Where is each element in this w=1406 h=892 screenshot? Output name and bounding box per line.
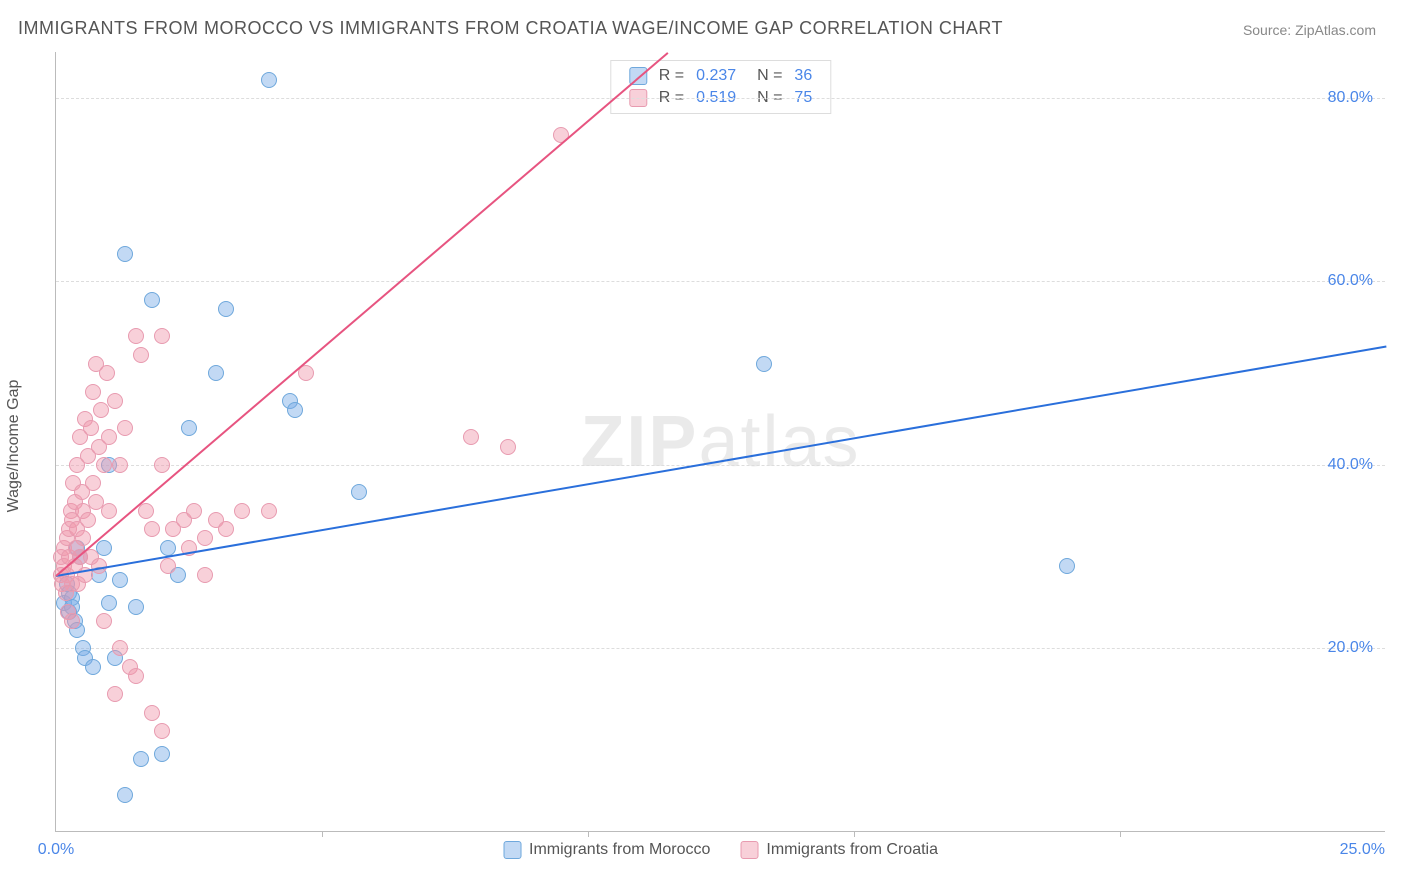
- legend-swatch: [503, 841, 521, 859]
- scatter-point-croatia: [133, 347, 149, 363]
- scatter-point-morocco: [218, 301, 234, 317]
- x-tick-mark: [322, 831, 323, 837]
- scatter-point-croatia: [160, 558, 176, 574]
- scatter-point-morocco: [117, 787, 133, 803]
- scatter-point-croatia: [112, 640, 128, 656]
- x-tick-last: 25.0%: [1340, 841, 1385, 859]
- scatter-point-croatia: [107, 393, 123, 409]
- scatter-point-croatia: [96, 613, 112, 629]
- series-legend: Immigrants from Morocco Immigrants from C…: [503, 841, 938, 859]
- scatter-point-croatia: [85, 384, 101, 400]
- scatter-point-croatia: [138, 503, 154, 519]
- scatter-point-croatia: [107, 686, 123, 702]
- scatter-point-croatia: [500, 439, 516, 455]
- correlation-legend: R =0.237 N =36R =0.519 N =75: [610, 60, 831, 114]
- scatter-point-morocco: [351, 484, 367, 500]
- scatter-point-croatia: [64, 613, 80, 629]
- legend-n-label: N =: [742, 65, 788, 87]
- scatter-point-croatia: [101, 429, 117, 445]
- y-axis-label: Wage/Income Gap: [5, 380, 23, 513]
- scatter-point-croatia: [144, 705, 160, 721]
- scatter-point-croatia: [128, 328, 144, 344]
- scatter-point-croatia: [234, 503, 250, 519]
- scatter-point-croatia: [186, 503, 202, 519]
- scatter-point-croatia: [154, 457, 170, 473]
- chart-title: IMMIGRANTS FROM MOROCCO VS IMMIGRANTS FR…: [18, 18, 1003, 39]
- scatter-point-morocco: [181, 420, 197, 436]
- scatter-point-croatia: [144, 521, 160, 537]
- scatter-point-croatia: [83, 420, 99, 436]
- y-tick-label: 20.0%: [1328, 639, 1373, 657]
- legend-swatch: [740, 841, 758, 859]
- legend-r-value: 0.237: [690, 65, 742, 87]
- plot-area: ZIPatlas R =0.237 N =36R =0.519 N =75 Im…: [55, 52, 1385, 832]
- scatter-point-croatia: [463, 429, 479, 445]
- scatter-point-croatia: [75, 530, 91, 546]
- scatter-point-morocco: [133, 751, 149, 767]
- scatter-point-morocco: [160, 540, 176, 556]
- scatter-point-croatia: [99, 365, 115, 381]
- scatter-point-croatia: [112, 457, 128, 473]
- scatter-point-morocco: [101, 595, 117, 611]
- scatter-point-morocco: [96, 540, 112, 556]
- scatter-point-morocco: [1059, 558, 1075, 574]
- legend-n-value: 36: [788, 65, 818, 87]
- scatter-point-morocco: [287, 402, 303, 418]
- x-tick-mark: [1120, 831, 1121, 837]
- scatter-point-morocco: [144, 292, 160, 308]
- scatter-point-croatia: [96, 457, 112, 473]
- scatter-point-croatia: [85, 475, 101, 491]
- scatter-point-morocco: [112, 572, 128, 588]
- y-tick-label: 40.0%: [1328, 456, 1373, 474]
- scatter-point-croatia: [197, 567, 213, 583]
- scatter-point-croatia: [261, 503, 277, 519]
- x-tick-mark: [854, 831, 855, 837]
- scatter-point-croatia: [101, 503, 117, 519]
- scatter-point-croatia: [128, 668, 144, 684]
- gridline-horizontal: [56, 465, 1385, 466]
- scatter-point-croatia: [80, 512, 96, 528]
- legend-r-label: R =: [653, 65, 690, 87]
- gridline-horizontal: [56, 648, 1385, 649]
- scatter-point-morocco: [208, 365, 224, 381]
- legend-series-label: Immigrants from Morocco: [529, 841, 710, 858]
- scatter-point-croatia: [154, 723, 170, 739]
- source-attribution: Source: ZipAtlas.com: [1243, 22, 1376, 38]
- y-tick-label: 60.0%: [1328, 272, 1373, 290]
- x-tick-first: 0.0%: [38, 841, 74, 859]
- scatter-point-croatia: [197, 530, 213, 546]
- x-tick-mark: [588, 831, 589, 837]
- scatter-point-morocco: [128, 599, 144, 615]
- legend-row: R =0.237 N =36: [623, 65, 818, 87]
- legend-series-label: Immigrants from Croatia: [766, 841, 938, 858]
- scatter-point-croatia: [117, 420, 133, 436]
- gridline-horizontal: [56, 281, 1385, 282]
- scatter-point-croatia: [154, 328, 170, 344]
- scatter-point-morocco: [756, 356, 772, 372]
- scatter-point-morocco: [85, 659, 101, 675]
- scatter-point-morocco: [261, 72, 277, 88]
- scatter-point-morocco: [117, 246, 133, 262]
- regression-line-morocco: [56, 346, 1386, 577]
- gridline-horizontal: [56, 98, 1385, 99]
- scatter-point-morocco: [154, 746, 170, 762]
- y-tick-label: 80.0%: [1328, 89, 1373, 107]
- watermark: ZIPatlas: [580, 401, 860, 483]
- scatter-point-croatia: [218, 521, 234, 537]
